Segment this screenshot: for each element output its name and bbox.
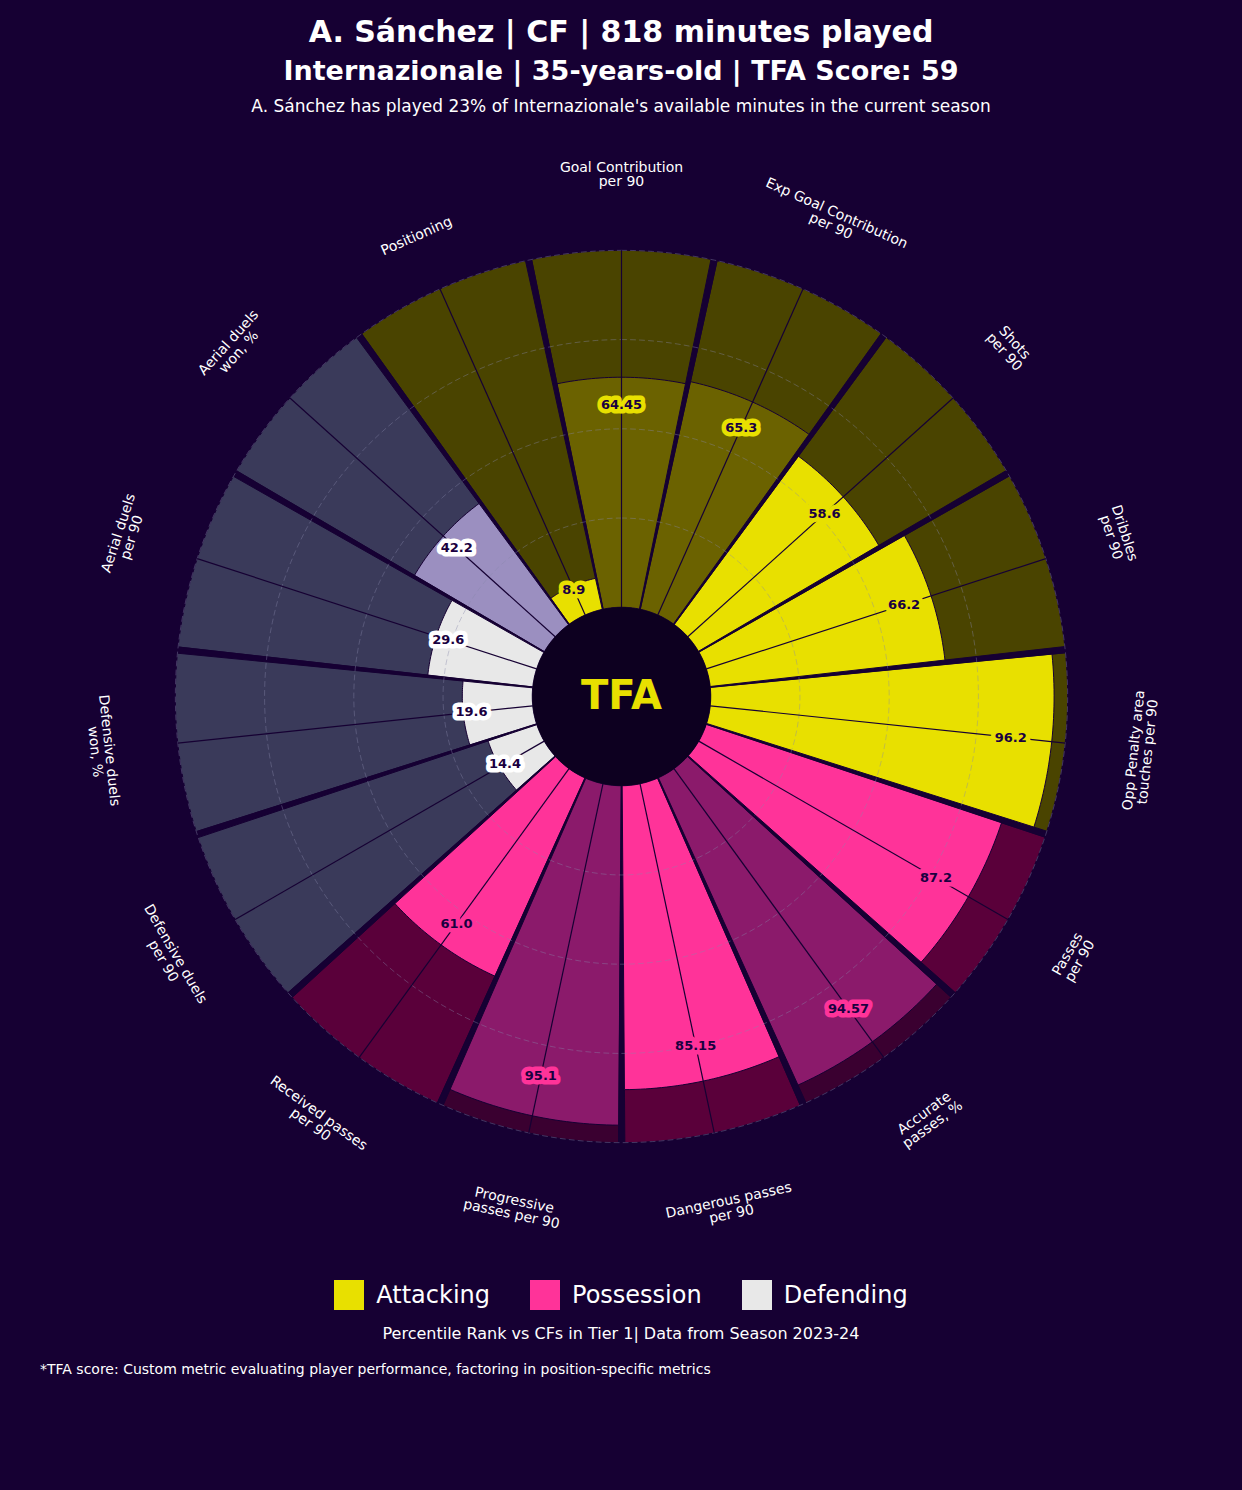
svg-text:Accuratepasses, %: Accuratepasses, % <box>891 1086 965 1152</box>
html-text:Attacking: Attacking <box>376 1281 490 1309</box>
svg-text:64.45: 64.45 <box>601 397 642 412</box>
svg-text:85.15: 85.15 <box>675 1038 716 1053</box>
svg-text:Exp Goal Contributionper 90: Exp Goal Contributionper 90 <box>758 174 911 264</box>
svg-text:Defensive duelsper 90: Defensive duelsper 90 <box>129 901 211 1013</box>
svg-text:Aerial duelsper 90: Aerial duelsper 90 <box>98 491 152 578</box>
svg-text:Passesper 90: Passesper 90 <box>1048 929 1097 985</box>
html-text:A. Sánchez | CF | 818 minutes: A. Sánchez | CF | 818 minutes played <box>308 14 934 49</box>
html-text:Possession: Possession <box>572 1281 702 1309</box>
svg-text:Positioning: Positioning <box>378 213 454 259</box>
svg-text:96.2: 96.2 <box>995 730 1027 745</box>
svg-text:58.6: 58.6 <box>809 506 841 521</box>
html-text:Defending: Defending <box>783 1281 908 1309</box>
svg-text:Aerial duelswon, %: Aerial duelswon, % <box>195 306 272 387</box>
svg-text:65.3: 65.3 <box>725 420 757 435</box>
html-text:*TFA score: Custom metric eval: *TFA score: Custom metric evaluating pla… <box>40 1361 711 1377</box>
svg-text:TFA: TFA <box>581 672 662 718</box>
svg-text:Defensive duelswon, %: Defensive duelswon, % <box>82 694 124 808</box>
svg-text:Opp Penalty areatouches per 90: Opp Penalty areatouches per 90 <box>1119 689 1161 812</box>
svg-text:14.4: 14.4 <box>489 756 521 771</box>
svg-text:Shotsper 90: Shotsper 90 <box>983 320 1036 374</box>
svg-text:19.6: 19.6 <box>455 704 487 719</box>
svg-text:95.1: 95.1 <box>525 1068 557 1083</box>
html-text:A. Sánchez has played 23% of I: A. Sánchez has played 23% of Internazion… <box>251 96 991 116</box>
svg-text:Received passesper 90: Received passesper 90 <box>259 1072 371 1165</box>
svg-text:66.2: 66.2 <box>888 597 920 612</box>
svg-text:Dangerous passesper 90: Dangerous passesper 90 <box>664 1179 796 1235</box>
svg-text:94.57: 94.57 <box>828 1001 869 1016</box>
html-text:Percentile Rank vs CFs in Tier: Percentile Rank vs CFs in Tier 1| Data f… <box>382 1324 860 1343</box>
svg-text:Dribblesper 90: Dribblesper 90 <box>1095 503 1141 567</box>
svg-text:Goal Contributionper 90: Goal Contributionper 90 <box>560 159 683 189</box>
svg-text:42.2: 42.2 <box>441 540 473 555</box>
svg-text:Progressivepasses per 90: Progressivepasses per 90 <box>462 1182 564 1232</box>
svg-text:8.9: 8.9 <box>562 582 585 597</box>
html-text:Internazionale | 35-years-old: Internazionale | 35-years-old | TFA Scor… <box>283 55 959 86</box>
svg-text:29.6: 29.6 <box>432 632 464 647</box>
svg-text:87.2: 87.2 <box>920 870 952 885</box>
svg-text:61.0: 61.0 <box>440 916 472 931</box>
